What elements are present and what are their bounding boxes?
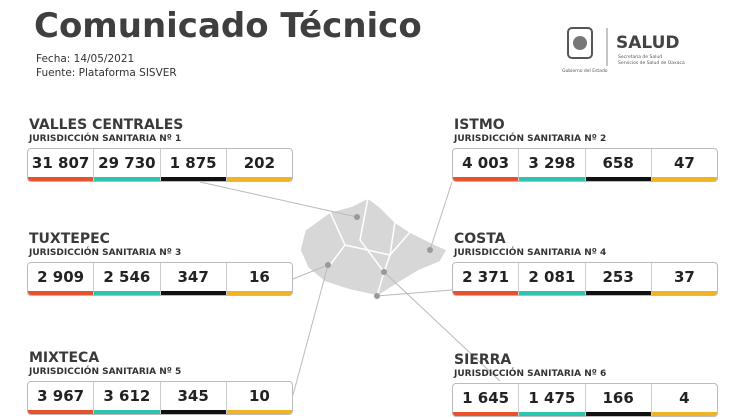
stat-value: 3 967: [28, 382, 95, 414]
logo: SALUD Secretaría de Salud Servicios de S…: [562, 27, 685, 74]
color-strip: [28, 177, 94, 181]
stats-box: 2 371 2 081 253 37: [452, 262, 718, 296]
jurisdiction: JURISDICCIÓN SANITARIA Nº 5: [29, 367, 182, 377]
stat-value: 31 807: [28, 149, 95, 181]
region-name: TUXTEPEC: [29, 231, 110, 247]
connector: [429, 181, 453, 251]
stat-value: 2 909: [28, 263, 95, 295]
stat-value: 3 298: [519, 149, 586, 181]
color-strip: [453, 177, 519, 181]
stat-value: 2 081: [519, 263, 586, 295]
color-strip: [519, 291, 585, 295]
region-name: SIERRA: [454, 352, 512, 368]
map-dot: [354, 214, 360, 220]
stats-box: 4 003 3 298 658 47: [452, 148, 718, 182]
stat-value: 166: [585, 384, 652, 416]
region-name: MIXTECA: [29, 350, 100, 366]
jurisdiction: JURISDICCIÓN SANITARIA Nº 3: [29, 248, 182, 258]
logo-line1: Secretaría de Salud: [618, 53, 662, 60]
color-strip: [585, 412, 651, 416]
stat-value: 345: [160, 382, 227, 414]
stat-value: 4: [651, 384, 717, 416]
connectors: [199, 181, 501, 396]
stat-value: 3 612: [94, 382, 161, 414]
emblem-center: [573, 36, 587, 50]
stat-value: 16: [226, 263, 292, 295]
date: Fecha: 14/05/2021: [36, 53, 135, 65]
color-strip: [28, 291, 94, 295]
stat-value: 2 371: [453, 263, 520, 295]
stats-box: 31 807 29 730 1 875 202: [27, 148, 293, 182]
color-strip: [651, 177, 717, 181]
region-name: VALLES CENTRALES: [29, 117, 184, 133]
map-borders: [329, 197, 411, 297]
jurisdiction: JURISDICCIÓN SANITARIA Nº 6: [454, 369, 607, 379]
color-strip: [519, 412, 585, 416]
connector: [292, 264, 329, 280]
stats-box: 1 645 1 475 166 4: [452, 383, 718, 417]
title: Comunicado Técnico: [34, 6, 422, 46]
color-strip: [585, 291, 651, 295]
color-strip: [519, 177, 585, 181]
jurisdiction: JURISDICCIÓN SANITARIA Nº 2: [454, 134, 607, 144]
stat-value: 10: [226, 382, 292, 414]
stat-value: 29 730: [94, 149, 161, 181]
color-strip: [585, 177, 651, 181]
connector: [199, 181, 358, 218]
stat-value: 37: [651, 263, 717, 295]
color-strip: [94, 177, 160, 181]
connector: [292, 264, 329, 396]
jurisdiction: JURISDICCIÓN SANITARIA Nº 1: [29, 134, 182, 144]
color-strip: [160, 410, 226, 414]
color-strip: [453, 291, 519, 295]
logo-government: Gobierno del Estado: [562, 68, 608, 74]
stat-value: 1 645: [453, 384, 520, 416]
logo-line2: Servicios de Salud de Oaxaca: [618, 60, 685, 66]
map-dot: [427, 247, 433, 253]
color-strip: [651, 291, 717, 295]
jurisdiction: JURISDICCIÓN SANITARIA Nº 4: [454, 248, 607, 258]
stat-value: 202: [226, 149, 292, 181]
stat-value: 253: [585, 263, 652, 295]
region-name: COSTA: [454, 231, 506, 247]
connector: [383, 271, 501, 382]
region-name: ISTMO: [454, 117, 505, 133]
connector: [376, 289, 453, 297]
oaxaca-map: [299, 197, 449, 297]
color-strip: [226, 291, 292, 295]
stats-box: 2 909 2 546 347 16: [27, 262, 293, 296]
stat-value: 347: [160, 263, 227, 295]
stat-value: 4 003: [453, 149, 520, 181]
logo-name: SALUD: [616, 33, 680, 53]
color-strip: [226, 410, 292, 414]
color-strip: [94, 291, 160, 295]
stats-box: 3 967 3 612 345 10: [27, 381, 293, 415]
color-strip: [160, 177, 226, 181]
color-strip: [226, 177, 292, 181]
map-dot: [381, 269, 387, 275]
source: Fuente: Plataforma SISVER: [36, 67, 177, 79]
stat-value: 1 875: [160, 149, 227, 181]
stat-value: 47: [651, 149, 717, 181]
color-strip: [28, 410, 94, 414]
map-dot: [325, 262, 331, 268]
map-dot: [374, 293, 380, 299]
color-strip: [651, 412, 717, 416]
map-dots: [325, 214, 433, 299]
stat-value: 1 475: [519, 384, 586, 416]
color-strip: [94, 410, 160, 414]
stat-value: 658: [585, 149, 652, 181]
emblem: [567, 27, 593, 59]
color-strip: [160, 291, 226, 295]
color-strip: [453, 412, 519, 416]
stat-value: 2 546: [94, 263, 161, 295]
